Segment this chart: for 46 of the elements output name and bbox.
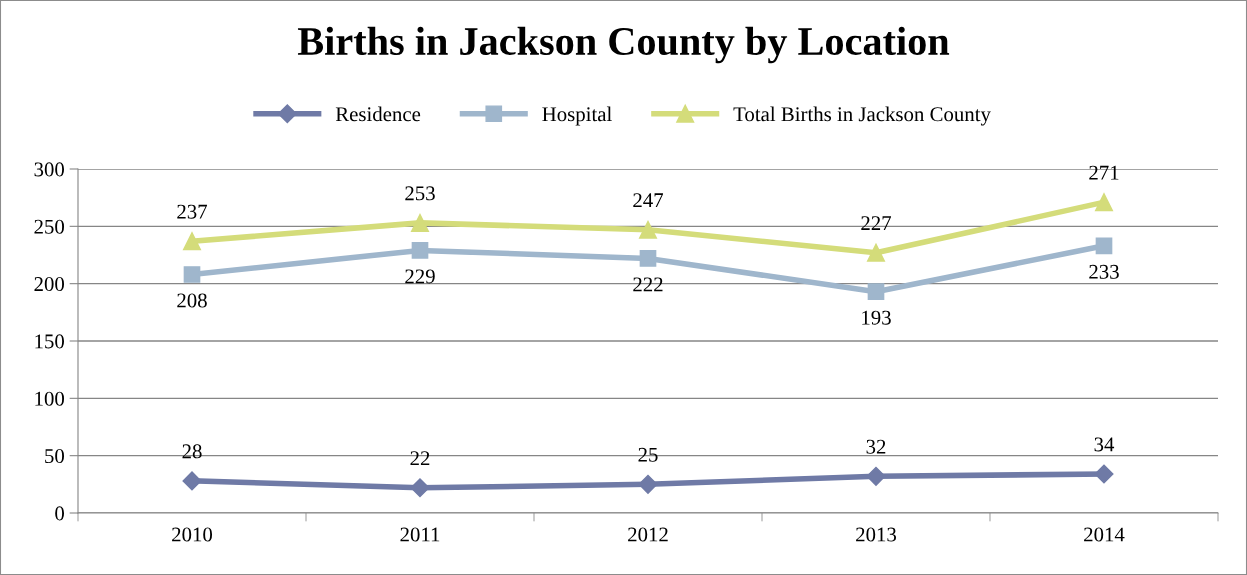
- point: [867, 283, 885, 301]
- data-label: 233: [1089, 264, 1119, 279]
- point: [411, 242, 429, 259]
- x-tick-label: 2014: [1084, 527, 1125, 542]
- x-tick-label: 2013: [856, 527, 897, 542]
- point: [183, 266, 201, 283]
- legend-label: Hospital: [542, 106, 612, 126]
- data-label: 247: [633, 193, 664, 208]
- data-label: 193: [862, 310, 891, 325]
- x-tick-label: 2011: [400, 527, 440, 542]
- data-label: 34: [1094, 437, 1115, 452]
- y-tick-label: 50: [45, 449, 65, 464]
- point: [866, 466, 886, 486]
- data-label: 253: [405, 186, 435, 201]
- point: [639, 250, 657, 267]
- data-label: 25: [638, 447, 658, 462]
- y-tick-label: 200: [34, 277, 65, 292]
- legend-label: Residence: [335, 106, 421, 122]
- data-label: 28: [182, 444, 202, 459]
- point: [866, 243, 886, 262]
- y-tick-label: 150: [35, 334, 65, 349]
- legend-label: Total Births in Jackson County: [733, 106, 991, 126]
- point: [410, 213, 430, 232]
- chart-title: Births in Jackson County by Location: [297, 26, 950, 64]
- y-tick-label: 100: [35, 391, 65, 406]
- data-label: 208: [177, 293, 207, 308]
- point: [410, 478, 430, 498]
- data-label: 32: [866, 439, 886, 454]
- x-tick-label: 2012: [628, 527, 668, 542]
- point: [638, 474, 658, 494]
- x-tick-label: 2010: [172, 527, 213, 542]
- point: [182, 232, 202, 251]
- point: [182, 471, 202, 491]
- point: [1095, 237, 1113, 255]
- y-tick-label: 300: [34, 162, 65, 177]
- data-label: 222: [633, 277, 663, 292]
- data-label: 237: [177, 204, 208, 219]
- data-label: 227: [861, 216, 892, 230]
- data-label: 22: [410, 451, 430, 466]
- y-tick-label: 0: [55, 506, 65, 521]
- point: [1094, 193, 1114, 212]
- y-tick-label: 250: [34, 219, 65, 234]
- point: [638, 220, 658, 239]
- point: [1094, 464, 1114, 484]
- data-label: 271: [1089, 165, 1119, 180]
- data-label: 229: [405, 269, 435, 284]
